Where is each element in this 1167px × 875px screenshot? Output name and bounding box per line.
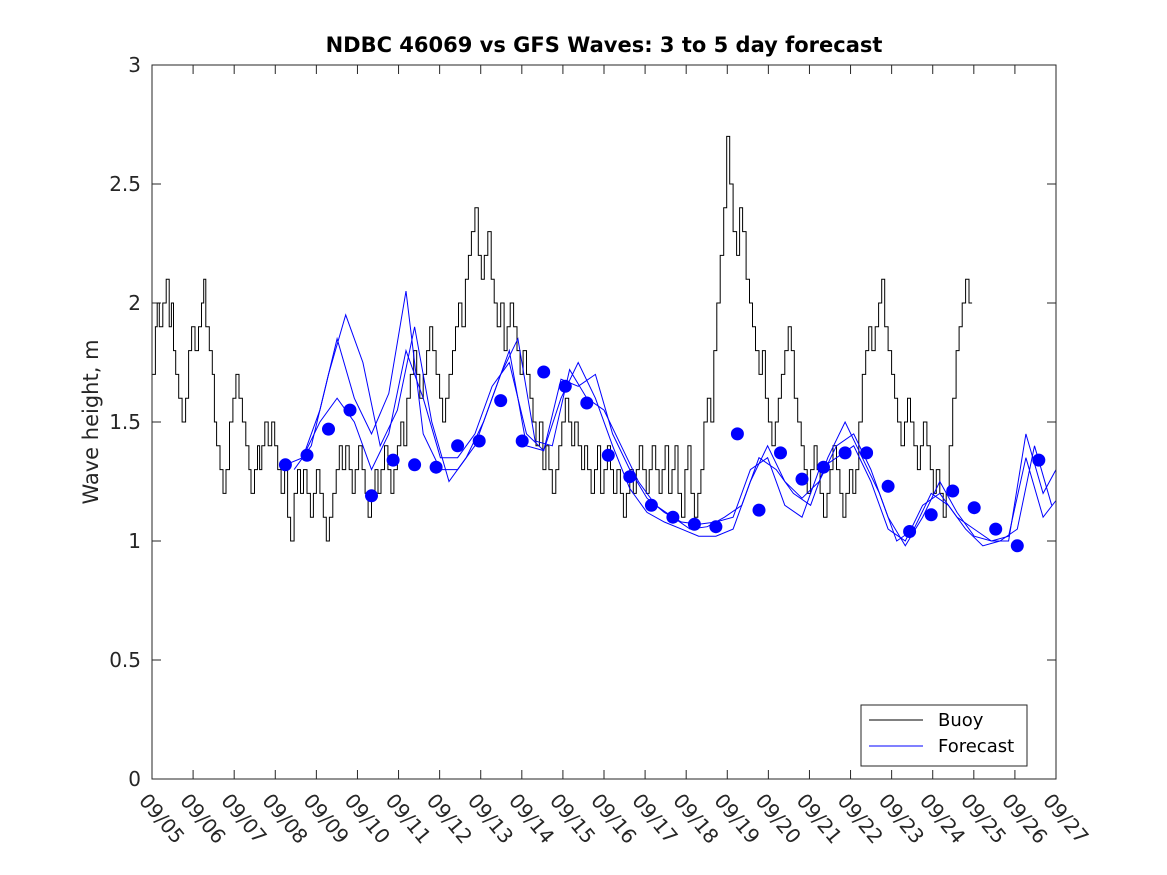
- forecast-marker: [730, 427, 744, 441]
- forecast-marker: [365, 489, 378, 503]
- forecast-marker: [666, 510, 680, 524]
- forecast-marker: [752, 503, 766, 517]
- legend-box: [860, 704, 1028, 767]
- forecast-marker: [967, 501, 981, 515]
- forecast-marker: [795, 472, 809, 486]
- forecast-marker: [580, 396, 594, 410]
- y-tick-label: 1.5: [109, 410, 141, 434]
- forecast-marker: [472, 434, 486, 448]
- forecast-marker: [644, 498, 658, 512]
- forecast-marker: [515, 434, 529, 448]
- forecast-marker: [322, 422, 335, 436]
- forecast-marker: [687, 517, 701, 531]
- buoy-series-line: [152, 135, 973, 542]
- legend-forecast-label: Forecast: [938, 736, 1014, 757]
- forecast-marker: [989, 522, 1003, 536]
- chart-title: NDBC 46069 vs GFS Waves: 3 to 5 day fore…: [326, 33, 883, 57]
- forecast-marker: [924, 508, 938, 522]
- forecast-marker: [343, 403, 357, 417]
- y-tick-label: 2: [128, 291, 141, 315]
- y-tick-label: 0.5: [109, 648, 141, 672]
- y-axis-label: Wave height, m: [79, 339, 103, 504]
- y-tick-label: 1: [128, 529, 141, 553]
- forecast-marker: [623, 470, 637, 484]
- legend-buoy-label: Buoy: [938, 710, 984, 731]
- forecast-marker: [838, 446, 852, 460]
- forecast-marker: [903, 525, 917, 538]
- forecast-marker: [946, 484, 960, 498]
- y-tick-label: 3: [128, 53, 141, 77]
- forecast-marker: [408, 458, 422, 472]
- forecast-marker: [558, 379, 572, 393]
- forecast-marker: [451, 439, 465, 453]
- forecast-marker: [278, 458, 292, 472]
- forecast-marker: [881, 479, 895, 493]
- forecast-marker: [537, 365, 551, 379]
- legend: Buoy Forecast: [860, 704, 1028, 767]
- forecast-marker: [860, 446, 874, 460]
- forecast-marker: [817, 460, 830, 474]
- forecast-marker: [774, 446, 787, 460]
- forecast-marker: [1032, 453, 1046, 467]
- data-layer: [152, 135, 1057, 553]
- plot-frame: [151, 64, 1057, 780]
- forecast-marker: [601, 448, 615, 462]
- forecast-marker: [386, 453, 400, 467]
- forecast-series-line-3: [302, 348, 1057, 547]
- forecast-marker: [709, 520, 723, 534]
- y-tick-label: 0: [128, 767, 141, 791]
- forecast-marker: [429, 460, 443, 474]
- forecast-marker: [300, 448, 314, 462]
- forecast-marker: [494, 394, 508, 408]
- y-tick-label: 2.5: [109, 172, 141, 196]
- forecast-marker: [1010, 539, 1024, 553]
